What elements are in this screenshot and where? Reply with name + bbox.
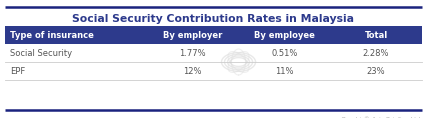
Text: 1.77%: 1.77% [179, 48, 205, 57]
Text: 2.28%: 2.28% [362, 48, 389, 57]
Text: 11%: 11% [274, 67, 293, 76]
Text: Total: Total [364, 30, 387, 40]
Bar [5, 44, 421, 62]
Text: Social Security: Social Security [10, 48, 72, 57]
Bar [5, 26, 421, 44]
Text: 12%: 12% [183, 67, 201, 76]
Text: 23%: 23% [366, 67, 385, 76]
Text: Graphic© Asia Briefing Ltd.: Graphic© Asia Briefing Ltd. [340, 116, 421, 118]
Bar [5, 62, 421, 80]
Text: Type of insurance: Type of insurance [10, 30, 94, 40]
Text: EPF: EPF [10, 67, 25, 76]
Text: By employer: By employer [163, 30, 222, 40]
Text: Social Security Contribution Rates in Malaysia: Social Security Contribution Rates in Ma… [72, 14, 354, 24]
Text: 0.51%: 0.51% [271, 48, 297, 57]
Text: By employee: By employee [253, 30, 314, 40]
